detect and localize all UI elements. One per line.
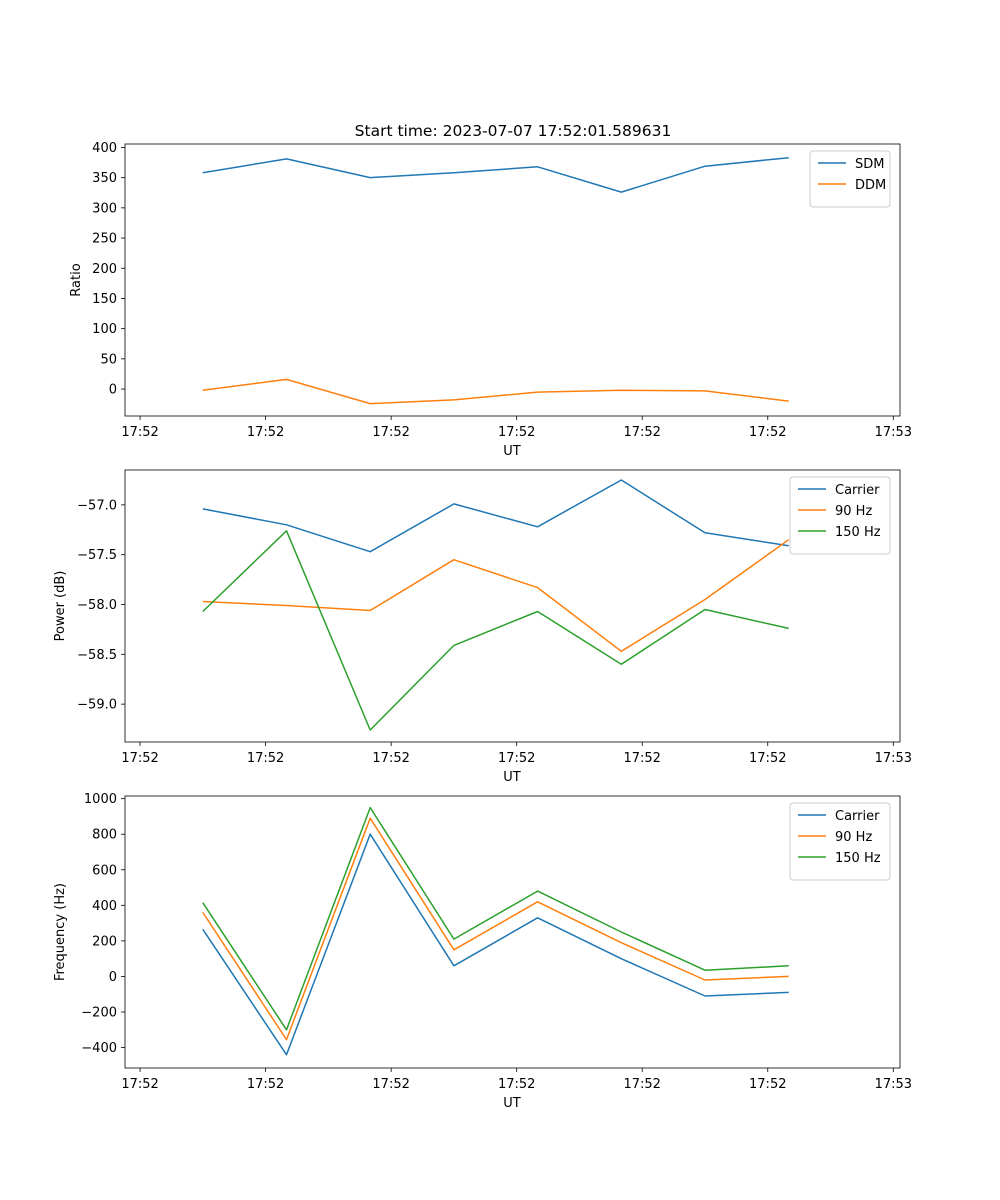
y-tick-label: 150 — [92, 292, 117, 307]
y-axis-label: Power (dB) — [53, 571, 68, 642]
y-tick-label: −58.0 — [77, 598, 117, 613]
y-tick-label: −58.5 — [77, 648, 117, 663]
x-tick-label: 17:52 — [749, 751, 786, 766]
y-tick-label: 800 — [92, 828, 117, 843]
x-tick-label: 17:52 — [121, 425, 158, 440]
series-line-ddm — [202, 378, 789, 405]
x-tick-label: 17:52 — [372, 1077, 409, 1092]
axes-frame — [124, 795, 901, 1069]
series-line-carrier — [202, 479, 789, 553]
x-tick-label: 17:53 — [875, 425, 912, 440]
y-tick-label: 400 — [92, 899, 117, 914]
y-tick-label: −59.0 — [77, 698, 117, 713]
x-tick-label: 17:52 — [121, 751, 158, 766]
series-line-sdm — [202, 156, 789, 193]
y-tick-label: −57.5 — [77, 548, 117, 563]
y-axis-label: Ratio — [69, 263, 84, 296]
x-tick-label: 17:53 — [875, 751, 912, 766]
legend-label: 150 Hz — [835, 851, 881, 866]
legend-label: Carrier — [835, 483, 880, 498]
axes-frame — [124, 469, 901, 743]
y-tick-label: 400 — [92, 141, 117, 156]
x-tick-label: 17:52 — [247, 751, 284, 766]
series-line-90-hz — [202, 539, 790, 653]
y-tick-label: 300 — [92, 201, 117, 216]
x-tick-label: 17:52 — [247, 1077, 284, 1092]
y-tick-label: 250 — [92, 232, 117, 247]
x-tick-label: 17:52 — [498, 751, 535, 766]
legend-label: 90 Hz — [835, 830, 872, 845]
legend-box — [789, 476, 891, 555]
x-tick-label: 17:52 — [623, 425, 660, 440]
chart-panel-1: 17:52 17:52 17:52 17:52 17:52 17:52 17:53 0 50 10… — [69, 141, 912, 459]
legend-box — [809, 150, 891, 208]
x-axis-label: UT — [503, 770, 521, 785]
legend-label: Carrier — [835, 809, 880, 824]
chart-panel-2: 17:52 17:52 17:52 17:52 17:52 17:52 17:53 −59.0… — [53, 469, 912, 785]
y-axis-label: Frequency (Hz) — [53, 883, 68, 981]
chart-panel-3: 17:52 17:52 17:52 17:52 17:52 17:52 17:53 −400 −… — [53, 792, 912, 1111]
y-tick-label: 100 — [92, 322, 117, 337]
x-tick-label: 17:52 — [623, 1077, 660, 1092]
x-tick-label: 17:53 — [875, 1077, 912, 1092]
y-tick-label: 600 — [92, 863, 117, 878]
x-tick-label: 17:52 — [372, 425, 409, 440]
x-axis-label: UT — [503, 444, 521, 459]
x-tick-label: 17:52 — [372, 751, 409, 766]
y-tick-label: 350 — [92, 171, 117, 186]
y-tick-label: −400 — [81, 1041, 117, 1056]
x-tick-label: 17:52 — [749, 1077, 786, 1092]
x-tick-label: 17:52 — [749, 425, 786, 440]
y-tick-label: 50 — [100, 352, 117, 367]
legend-label: SDM — [855, 157, 884, 172]
x-tick-label: 17:52 — [498, 1077, 535, 1092]
series-line-carrier — [202, 833, 789, 1056]
legend-label: 150 Hz — [835, 525, 881, 540]
x-tick-label: 17:52 — [121, 1077, 158, 1092]
x-axis-label: UT — [503, 1096, 521, 1111]
x-tick-label: 17:52 — [623, 751, 660, 766]
legend-box — [789, 802, 891, 881]
y-tick-label: 200 — [92, 262, 117, 277]
legend-label: 90 Hz — [835, 504, 872, 519]
y-tick-label: 0 — [109, 970, 117, 985]
series-line-150-hz — [202, 806, 789, 1031]
x-tick-label: 17:52 — [247, 425, 284, 440]
y-tick-label: −200 — [81, 1006, 117, 1021]
x-tick-label: 17:52 — [498, 425, 535, 440]
y-tick-label: −57.0 — [77, 498, 117, 513]
series-line-150-hz — [202, 530, 789, 731]
figure-title: Start time: 2023-07-07 17:52:01.589631 — [355, 122, 672, 140]
legend-label: DDM — [855, 178, 886, 193]
y-tick-label: 200 — [92, 934, 117, 949]
axes-frame — [124, 143, 901, 417]
y-tick-label: 1000 — [84, 792, 117, 807]
y-tick-label: 0 — [109, 383, 117, 398]
series-line-90-hz — [202, 817, 789, 1041]
